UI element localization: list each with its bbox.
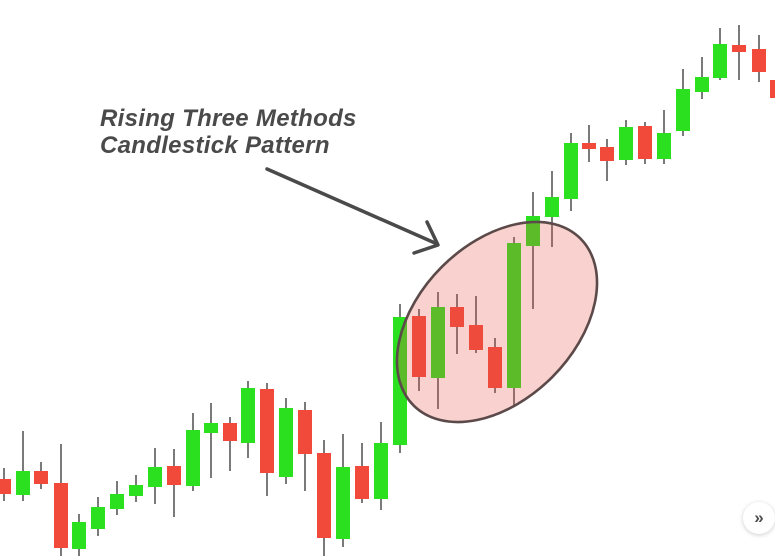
pattern-annotation: Rising Three Methods Candlestick Pattern	[100, 105, 357, 159]
candle-up	[72, 514, 86, 556]
expand-panel-button[interactable]: »	[743, 502, 775, 534]
candle-down	[638, 122, 652, 164]
candle-down	[167, 449, 181, 517]
candle-up	[16, 431, 30, 501]
candle-down	[600, 139, 614, 181]
candle-up	[148, 448, 162, 504]
candle-up	[695, 57, 709, 99]
annotation-line1: Rising Three Methods	[100, 105, 357, 132]
candle-down	[582, 125, 596, 162]
candle-down	[770, 80, 775, 98]
annotation-line2: Candlestick Pattern	[100, 132, 330, 159]
candle-up	[676, 69, 690, 136]
candle-up	[545, 171, 559, 247]
candle-down	[450, 294, 464, 354]
candle-up	[619, 120, 633, 165]
candle-up	[713, 28, 727, 80]
candle-down	[355, 443, 369, 503]
candle-down	[317, 440, 331, 556]
candle-up	[241, 381, 255, 458]
candle-up	[336, 434, 350, 547]
candle-down	[34, 462, 48, 489]
candle-down	[54, 444, 68, 556]
candle-down	[752, 35, 766, 82]
candle-up	[279, 398, 293, 484]
candle-up	[110, 481, 124, 515]
candle-up	[431, 292, 445, 409]
candle-down	[412, 309, 426, 391]
candle-up	[657, 110, 671, 164]
chevron-double-right-icon: »	[754, 508, 764, 527]
candle-up	[374, 422, 388, 510]
candle-up	[91, 497, 105, 536]
candle-up	[129, 475, 143, 502]
candle-down	[260, 383, 274, 496]
candle-down	[0, 468, 11, 501]
candle-up	[186, 413, 200, 491]
candle-up	[204, 403, 218, 478]
pattern-highlight-ellipse	[395, 220, 599, 424]
candle-up	[507, 237, 521, 407]
annotation-arrow-head	[412, 220, 440, 255]
candle-down	[488, 338, 502, 393]
candle-down	[298, 402, 312, 491]
candle-down	[223, 417, 237, 471]
annotation-arrow-shaft	[265, 167, 437, 245]
candle-down	[469, 296, 483, 353]
candle-up	[564, 133, 578, 211]
candle-down	[732, 25, 746, 80]
